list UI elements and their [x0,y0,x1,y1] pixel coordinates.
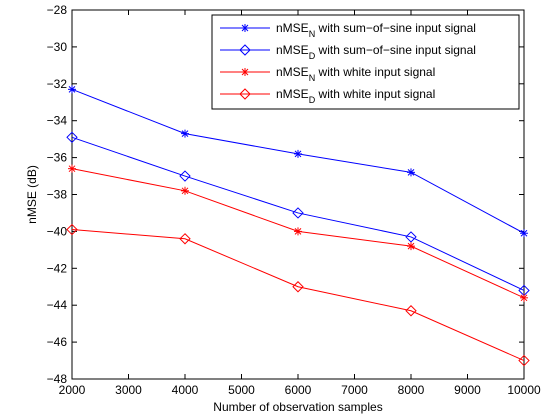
axis-ticks: 2000 3000 4000 5000 6000 7000 8000 9000 10000 −28… [47,3,541,397]
data-point [66,223,78,236]
y-tick-label: −34 [47,114,68,128]
x-tick-label: 8000 [398,383,425,397]
data-point [292,207,304,219]
y-tick-label: −40 [47,224,68,238]
data-point [407,242,415,251]
data-point [181,186,189,195]
series-line [71,136,525,291]
legend-marker [241,24,249,32]
legend-marker [239,88,251,100]
data-point [518,354,530,367]
data-point [520,293,528,302]
x-tick-label: 9000 [454,383,481,397]
legend-label: nMSEN with white input signal [276,65,435,83]
x-tick-label: 10000 [507,383,541,397]
legend-marker [239,44,251,56]
series-3 [68,164,528,302]
data-point [294,149,302,158]
data-point [179,170,191,182]
x-tick-label: 7000 [341,383,368,397]
y-tick-label: −28 [47,3,68,17]
y-tick-label: −44 [47,298,68,312]
legend-marker [241,68,249,76]
series-layer [66,85,530,367]
data-point [407,168,415,177]
legend-box [211,14,520,110]
legend-label: nMSED with white input signal [276,87,435,105]
data-point [405,231,417,243]
series-line [71,229,525,362]
legend-label: nMSED with sum−of−sine input signal [276,43,476,61]
y-tick-label: −32 [47,77,68,91]
data-point [405,305,417,317]
y-tick-label: −48 [47,372,68,386]
x-tick-label: 2000 [59,383,86,397]
y-tick-label: −30 [47,40,68,54]
y-tick-label: −38 [47,188,68,202]
data-point [68,85,76,94]
data-point [181,129,189,138]
legend-entry: nMSED with white input signal [220,87,435,105]
data-point [68,164,76,173]
x-tick-label: 4000 [172,383,199,397]
x-tick-label: 6000 [285,383,312,397]
data-point [179,233,191,245]
x-tick-label: 3000 [115,383,142,397]
data-point [66,131,78,144]
y-tick-label: −46 [47,335,68,349]
legend-entry: nMSEN with sum−of−sine input signal [220,21,476,39]
y-tick-label: −36 [47,151,68,165]
series-4 [66,223,530,367]
data-point [292,281,304,293]
y-axis-title: nMSE (dB) [25,165,39,224]
data-point [520,229,528,238]
y-tick-label: −42 [47,261,68,275]
legend: nMSEN with sum−of−sine input signal nMSED… [211,14,520,110]
legend-entry: nMSED with sum−of−sine input signal [220,43,476,61]
legend-entry: nMSEN with white input signal [220,65,435,83]
x-axis-title: Number of observation samples [213,400,382,414]
legend-label: nMSEN with sum−of−sine input signal [276,21,476,39]
series-1 [68,85,528,238]
x-tick-label: 5000 [228,383,255,397]
data-point [294,227,302,236]
